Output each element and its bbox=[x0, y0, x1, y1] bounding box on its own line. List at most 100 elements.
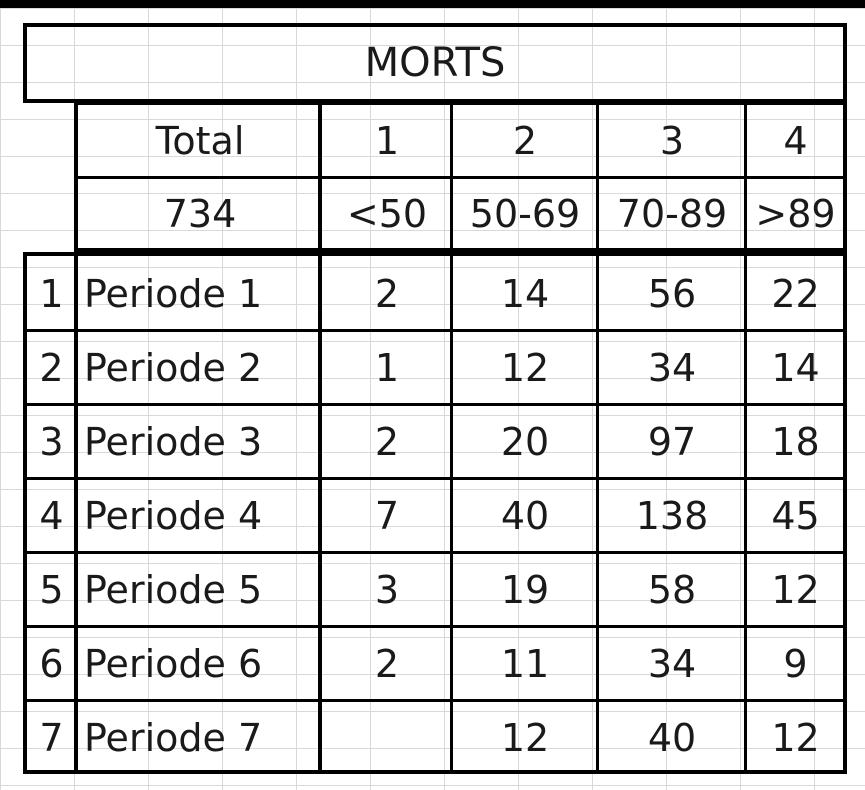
row-index-text: 7 bbox=[39, 716, 64, 760]
row-index-text: 4 bbox=[39, 494, 64, 538]
value-cell[interactable]: 34 bbox=[598, 331, 746, 405]
value-text: 2 bbox=[374, 642, 400, 686]
value-cell[interactable]: 97 bbox=[598, 405, 746, 479]
value-text: 14 bbox=[771, 346, 820, 390]
table-title: MORTS bbox=[364, 40, 506, 86]
row-index[interactable]: 4 bbox=[25, 479, 78, 553]
row-index-text: 2 bbox=[39, 346, 64, 390]
value-cell[interactable]: 56 bbox=[598, 257, 746, 331]
value-cell[interactable]: 14 bbox=[746, 331, 845, 405]
age-range-2[interactable]: 50-69 bbox=[452, 178, 598, 250]
row-index-text: 3 bbox=[39, 420, 64, 464]
value-cell[interactable]: 40 bbox=[452, 479, 598, 553]
value-text: 12 bbox=[771, 716, 820, 760]
row-label[interactable]: Periode 6 bbox=[78, 627, 322, 701]
value-cell[interactable]: 12 bbox=[452, 701, 598, 775]
age-range-4[interactable]: >89 bbox=[746, 178, 845, 250]
value-cell[interactable]: 9 bbox=[746, 627, 845, 701]
value-text: 3 bbox=[374, 568, 400, 612]
value-cell[interactable]: 34 bbox=[598, 627, 746, 701]
row-label-text: Periode 1 bbox=[84, 272, 263, 316]
value-cell[interactable]: 138 bbox=[598, 479, 746, 553]
value-cell[interactable] bbox=[322, 701, 452, 775]
row-index[interactable]: 6 bbox=[25, 627, 78, 701]
age-range-label: 70-89 bbox=[616, 192, 728, 236]
value-text: 138 bbox=[635, 494, 709, 538]
header-group-2[interactable]: 2 bbox=[452, 104, 598, 178]
value-text: 40 bbox=[500, 494, 550, 538]
row-index[interactable]: 7 bbox=[25, 701, 78, 775]
value-cell[interactable]: 18 bbox=[746, 405, 845, 479]
value-text: 20 bbox=[500, 420, 550, 464]
header-group-label: 2 bbox=[512, 119, 538, 163]
window-top-bar bbox=[0, 0, 865, 8]
age-range-label: 50-69 bbox=[469, 192, 581, 236]
age-range-3[interactable]: 70-89 bbox=[598, 178, 746, 250]
row-label[interactable]: Periode 3 bbox=[78, 405, 322, 479]
value-cell[interactable]: 11 bbox=[452, 627, 598, 701]
value-text: 1 bbox=[374, 346, 400, 390]
value-text: 11 bbox=[500, 642, 550, 686]
value-cell[interactable]: 12 bbox=[452, 331, 598, 405]
row-label[interactable]: Periode 7 bbox=[78, 701, 322, 775]
value-text: 2 bbox=[374, 272, 400, 316]
value-cell[interactable]: 2 bbox=[322, 257, 452, 331]
value-text: 9 bbox=[783, 642, 808, 686]
total-label-cell[interactable]: Total bbox=[78, 104, 322, 178]
row-label-text: Periode 4 bbox=[84, 494, 263, 538]
row-label[interactable]: Periode 1 bbox=[78, 257, 322, 331]
row-label-text: Periode 3 bbox=[84, 420, 263, 464]
value-text: 19 bbox=[500, 568, 550, 612]
row-index-text: 1 bbox=[39, 272, 64, 316]
row-label-text: Periode 5 bbox=[84, 568, 263, 612]
value-cell[interactable]: 12 bbox=[746, 553, 845, 627]
value-text: 58 bbox=[647, 568, 697, 612]
row-label-text: Periode 6 bbox=[84, 642, 263, 686]
row-index[interactable]: 1 bbox=[25, 257, 78, 331]
value-text: 12 bbox=[500, 346, 550, 390]
value-text: 18 bbox=[771, 420, 820, 464]
value-cell[interactable]: 12 bbox=[746, 701, 845, 775]
row-index[interactable]: 2 bbox=[25, 331, 78, 405]
row-label-text: Periode 2 bbox=[84, 346, 263, 390]
row-label[interactable]: Periode 5 bbox=[78, 553, 322, 627]
value-cell[interactable]: 2 bbox=[322, 627, 452, 701]
header-group-4[interactable]: 4 bbox=[746, 104, 845, 178]
value-text: 34 bbox=[647, 346, 697, 390]
value-text: 45 bbox=[771, 494, 820, 538]
age-range-label: <50 bbox=[346, 192, 428, 236]
value-text: 40 bbox=[647, 716, 697, 760]
value-text: 2 bbox=[374, 420, 400, 464]
value-cell[interactable]: 1 bbox=[322, 331, 452, 405]
row-index[interactable]: 5 bbox=[25, 553, 78, 627]
row-label[interactable]: Periode 2 bbox=[78, 331, 322, 405]
row-index-text: 5 bbox=[39, 568, 64, 612]
row-label[interactable]: Periode 4 bbox=[78, 479, 322, 553]
value-text: 34 bbox=[647, 642, 697, 686]
value-text: 12 bbox=[771, 568, 820, 612]
value-text: 12 bbox=[500, 716, 550, 760]
value-cell[interactable]: 7 bbox=[322, 479, 452, 553]
total-label: Total bbox=[155, 119, 245, 163]
total-value-cell[interactable]: 734 bbox=[78, 178, 322, 250]
value-cell[interactable]: 22 bbox=[746, 257, 845, 331]
row-label-text: Periode 7 bbox=[84, 716, 263, 760]
value-text: 14 bbox=[500, 272, 550, 316]
value-text: 7 bbox=[374, 494, 400, 538]
value-text: 22 bbox=[771, 272, 820, 316]
header-group-3[interactable]: 3 bbox=[598, 104, 746, 178]
value-cell[interactable]: 58 bbox=[598, 553, 746, 627]
value-cell[interactable]: 14 bbox=[452, 257, 598, 331]
value-cell[interactable]: 2 bbox=[322, 405, 452, 479]
value-cell[interactable]: 19 bbox=[452, 553, 598, 627]
value-cell[interactable]: 20 bbox=[452, 405, 598, 479]
table-title-cell[interactable]: MORTS bbox=[25, 25, 845, 101]
value-cell[interactable]: 3 bbox=[322, 553, 452, 627]
header-group-1[interactable]: 1 bbox=[322, 104, 452, 178]
row-index-text: 6 bbox=[39, 642, 64, 686]
value-cell[interactable]: 40 bbox=[598, 701, 746, 775]
age-range-1[interactable]: <50 bbox=[322, 178, 452, 250]
value-cell[interactable]: 45 bbox=[746, 479, 845, 553]
row-index[interactable]: 3 bbox=[25, 405, 78, 479]
